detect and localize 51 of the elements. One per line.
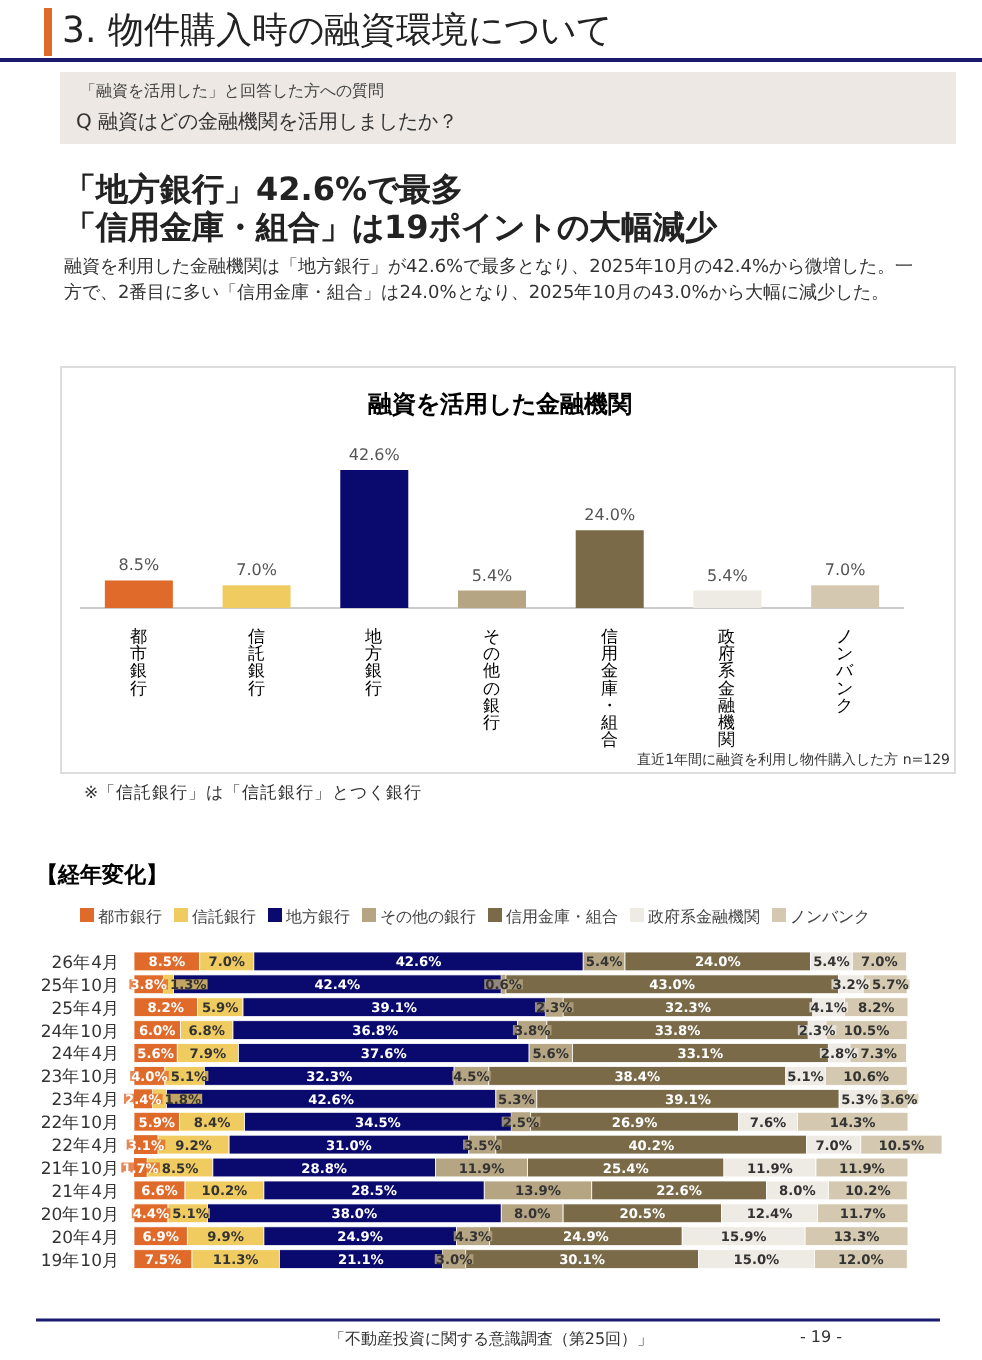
chart-title: 融資を活用した金融機関: [368, 390, 632, 418]
legend-label: 都市銀行: [98, 908, 162, 926]
chart-title: 【経年変化】: [36, 862, 168, 888]
data-label: 7.0%: [236, 561, 278, 580]
y-tick-label: 21年10月: [40, 1157, 120, 1180]
x-tick-label: 都市銀行: [129, 626, 148, 700]
data-label: 42.6%: [348, 446, 401, 464]
y-tick-label: 20年4月: [51, 1226, 120, 1249]
text: 3. 物件購入時の融資環境について: [44, 8, 862, 56]
x-tick-label: 信託銀行: [247, 626, 266, 700]
legend-item: 都市銀行: [80, 908, 162, 926]
y-tick-label: 26年4月: [51, 951, 120, 974]
data-label: 24.0%: [584, 506, 636, 525]
data-label: 8.5%: [118, 556, 160, 575]
legend-label: ノンバンク: [790, 908, 870, 926]
text: 「不動産投資に関する意識調査（第25回）」: [328, 1330, 654, 1348]
x-tick-label: 信用金庫・組合: [598, 626, 619, 752]
y-tick-label: 21年4月: [51, 1180, 120, 1203]
data-label: 5.4%: [707, 566, 749, 585]
x-tick-label: 政府系金融機関: [718, 626, 737, 752]
legend-item: ノンバンク: [772, 908, 870, 926]
y-tick-label: 22年10月: [40, 1112, 120, 1135]
x-tick-label: 地方銀行: [363, 626, 384, 700]
y-tick-label: 25年10月: [40, 974, 120, 997]
y-tick-label: 25年4月: [51, 997, 120, 1020]
legend-item: 地方銀行: [268, 908, 350, 926]
y-tick-label: 24年4月: [51, 1043, 120, 1066]
x-tick-label: その他の銀行: [483, 628, 501, 734]
text: 「融資を活用した」と回答した方への質問: [80, 80, 384, 102]
y-tick-label: 23年10月: [40, 1066, 120, 1089]
y-tick-label: 23年4月: [51, 1089, 120, 1112]
legend-label: その他の銀行: [380, 908, 476, 926]
y-tick-label: 24年10月: [40, 1020, 120, 1043]
y-tick-label: 20年10月: [40, 1203, 120, 1226]
legend-item: 政府系金融機関: [630, 908, 760, 926]
legend-item: その他の銀行: [362, 908, 476, 926]
text: 「信用金庫・組合」は19ポイントの大幅減少: [64, 208, 717, 250]
data-label: 7.0%: [824, 561, 867, 580]
y-tick-label: 22年4月: [51, 1135, 120, 1157]
text: 融資を利用した金融機関は「地方銀行」が42.6%で最多となり、2025年10月の42.4%から微増した。一方で、2番目に多い「信用金庫・組合」は24.0%となり、2025年10月の43.0%から大幅に減少した。: [64, 256, 916, 308]
text: ※「信託銀行」は「信託銀行」とつく銀行: [84, 782, 423, 806]
text: 「地方銀行」42.6%で最多: [64, 170, 464, 210]
y-tick-label: 19年10月: [40, 1249, 120, 1272]
x-tick-label: ノンバンク: [834, 628, 857, 717]
legend-item: 信託銀行: [174, 908, 256, 926]
legend-item: 信用金庫・組合: [488, 908, 618, 926]
text: - 19 -: [800, 1328, 843, 1346]
series-label: 地方銀行: [284, 908, 350, 926]
legend-label: 信託銀行: [192, 908, 256, 926]
text: Q 融資はどの金融機関を活用しましたか？: [76, 109, 459, 136]
data-label: 5.4%: [471, 566, 514, 585]
